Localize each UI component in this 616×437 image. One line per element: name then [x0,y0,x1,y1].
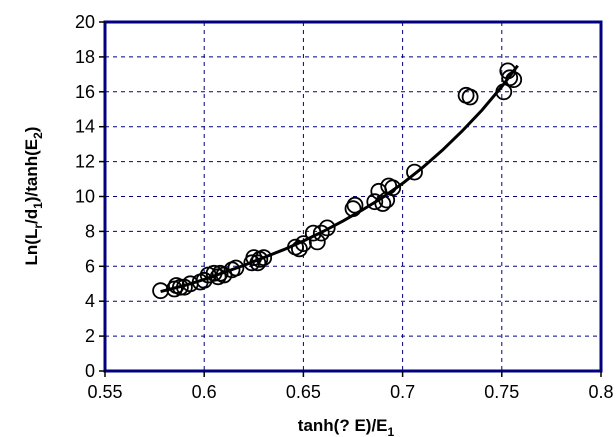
data-point [308,233,326,251]
data-point [505,71,523,88]
y-tick-label: 14 [75,117,95,137]
y-tick-label: 10 [75,187,95,207]
y-tick-label: 2 [85,326,95,346]
data-point [249,254,267,272]
data-point [312,224,330,242]
y-axis-title-part4: ) [22,127,41,133]
data-point [406,163,423,181]
data-point [318,219,336,237]
y-tick-label: 12 [75,152,95,172]
y-axis-ticks: 0 2 4 6 8 10 12 14 16 18 20 [75,12,105,381]
y-axis-title-part1: Ln(L [22,229,41,266]
data-point [461,88,479,106]
y-tick-label: 16 [75,82,95,102]
x-axis-title-sub: 1 [388,425,395,437]
x-axis-title: tanh(? E)/E1 [298,416,395,437]
y-tick-label: 4 [85,291,95,311]
data-point [344,200,362,218]
data-point [227,259,245,277]
y-tick-label: 20 [75,12,95,32]
x-tick-label: 0.7 [390,382,415,402]
data-point [495,83,513,101]
y-axis-title-part3: )/tanh(E [22,139,41,202]
data-point [366,193,384,211]
x-axis-ticks: 0.55 0.6 0.65 0.7 0.75 0.8 [87,371,614,402]
data-point [374,195,392,212]
data-point [290,240,308,258]
y-axis-title-sub2: 1 [31,202,45,209]
data-point [384,179,402,197]
y-tick-label: 8 [85,221,95,241]
data-point [171,278,189,296]
x-tick-label: 0.75 [484,382,519,402]
x-axis-title-main: tanh(? E)/E [298,416,388,435]
x-tick-label: 0.55 [87,382,122,402]
y-axis-title-sub3: 2 [31,132,45,139]
data-points-layer [152,62,523,300]
y-tick-label: 6 [85,256,95,276]
data-point [499,62,517,80]
data-point [255,249,273,267]
y-tick-label: 0 [85,361,95,381]
x-tick-label: 0.8 [588,382,613,402]
y-axis-title-part2: /d [22,209,41,224]
x-tick-label: 0.6 [192,382,217,402]
data-point [205,264,223,282]
data-point [152,282,170,300]
y-tick-label: 18 [75,47,95,67]
y-axis-title-sub1: r [31,224,45,229]
y-axis-title: Ln(Lr/d1)/tanh(E2) [22,127,45,266]
x-tick-label: 0.65 [286,382,321,402]
data-point [346,196,364,214]
